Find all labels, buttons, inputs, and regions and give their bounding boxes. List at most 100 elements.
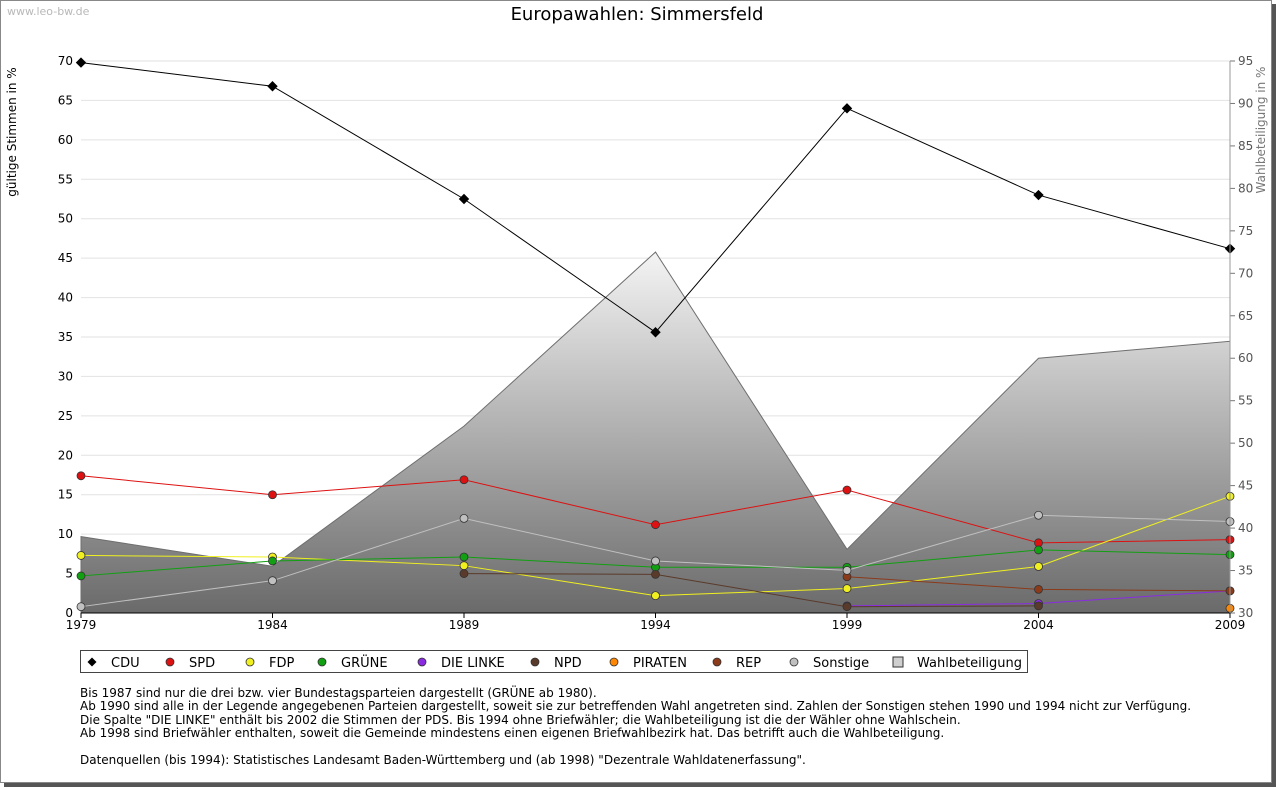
x-tick-label: 1979: [66, 618, 97, 632]
legend-box: [80, 650, 1028, 673]
data-point: [1033, 189, 1044, 201]
data-point: [651, 569, 660, 579]
legend-marker: [609, 657, 619, 667]
data-point: [459, 569, 469, 578]
data-point: [842, 485, 852, 495]
y2-axis-label: Wahlbeteiligung in %: [1254, 67, 1268, 194]
y2-tick-label: 80: [1238, 181, 1253, 195]
x-tick-label: 2004: [1023, 618, 1054, 632]
note-line: Die Spalte "DIE LINKE" enthält bis 2002 …: [80, 712, 961, 727]
y-tick-label: 30: [58, 369, 73, 383]
y2-tick-label: 55: [1238, 394, 1253, 408]
y2-tick-label: 60: [1238, 351, 1253, 365]
data-point: [459, 513, 469, 523]
legend-label: FDP: [269, 656, 294, 671]
y-tick-label: 5: [65, 567, 73, 581]
y-tick-label: 35: [58, 330, 73, 344]
data-point: [651, 520, 660, 530]
legend-label: CDU: [111, 656, 140, 671]
legend-marker: [417, 657, 427, 667]
y-tick-label: 45: [58, 251, 73, 265]
watermark: www.leo-bw.de: [7, 5, 90, 18]
data-point: [458, 193, 470, 205]
data-point: [1034, 584, 1043, 594]
axes: 0 5 10 15 20 25 30 35 40 45 50 55 60 65 70 30 35 40 45 50 55…: [58, 54, 1254, 632]
x-tick-label: 1994: [640, 618, 671, 632]
data-point: [1034, 562, 1043, 571]
data-point: [267, 81, 278, 92]
y2-tick-label: 65: [1238, 309, 1253, 323]
y-tick-label: 0: [65, 606, 73, 620]
data-point: [76, 571, 86, 581]
data-point: [459, 552, 469, 562]
x-tick-label: 1989: [449, 618, 480, 632]
legend-marker: [317, 657, 327, 667]
data-point: [268, 576, 277, 586]
chart-title: Europawahlen: Simmersfeld: [511, 4, 764, 25]
data-point: [842, 602, 852, 612]
data-point: [268, 556, 277, 566]
y2-tick-label: 35: [1238, 564, 1253, 578]
y-tick-label: 10: [58, 527, 73, 541]
y-tick-label: 50: [58, 212, 73, 226]
y-tick-label: 20: [58, 448, 73, 462]
x-tick-label: 2009: [1215, 618, 1246, 632]
data-point: [268, 490, 277, 500]
data-point: [459, 561, 469, 571]
data-point: [842, 566, 852, 575]
note-line: Ab 1998 sind Briefwähler enthalten, sowe…: [80, 726, 945, 741]
data-point: [651, 591, 660, 601]
y2-tick-label: 90: [1238, 96, 1253, 110]
legend-label: NPD: [554, 656, 582, 671]
data-point: [75, 57, 87, 68]
legend-label: PIRATEN: [633, 656, 687, 671]
x-tick-label: 1999: [832, 618, 863, 632]
series-layer: [75, 57, 1236, 613]
y2-tick-label: 75: [1238, 224, 1253, 238]
y2-tick-label: 50: [1238, 436, 1253, 450]
legend-marker: [530, 657, 540, 667]
data-point: [650, 327, 661, 338]
legend-label: GRÜNE: [341, 654, 388, 671]
data-point: [76, 551, 86, 560]
y2-tick-label: 45: [1238, 479, 1253, 493]
y-tick-label: 70: [58, 54, 73, 68]
source-note: Datenquellen (bis 1994): Statistisches L…: [80, 752, 806, 767]
y-tick-label: 65: [58, 93, 73, 107]
data-point: [1034, 510, 1043, 520]
y-tick-label: 25: [58, 409, 73, 423]
data-point: [841, 103, 853, 114]
legend-label: Sonstige: [813, 656, 869, 671]
legend-marker: [87, 657, 97, 667]
legend-marker: [892, 656, 904, 668]
y-axis-label: gültige Stimmen in %: [5, 67, 19, 196]
data-point: [459, 475, 469, 485]
y2-tick-label: 85: [1238, 139, 1253, 153]
data-point: [1034, 545, 1043, 555]
legend-marker: [245, 657, 255, 667]
legend-label: DIE LINKE: [441, 656, 505, 671]
legend: CDU SPD FDP GRÜNE DIE LINKE NPD PIRATEN REP Sons…: [80, 650, 1028, 673]
data-point: [76, 602, 86, 612]
data-point: [76, 471, 86, 481]
legend-marker: [712, 657, 722, 667]
notes-block: Bis 1987 sind nur die drei bzw. vier Bun…: [80, 686, 1192, 767]
y-tick-label: 55: [58, 172, 73, 186]
legend-label: Wahlbeteiligung: [917, 656, 1022, 671]
data-point: [651, 556, 660, 566]
series-line-npd: [463, 573, 1039, 608]
x-tick-label: 1984: [257, 618, 288, 632]
data-point: [1034, 601, 1043, 611]
y-tick-label: 60: [58, 133, 73, 147]
y-tick-label: 40: [58, 291, 73, 305]
y2-tick-label: 30: [1238, 606, 1253, 620]
legend-label: REP: [736, 656, 761, 671]
note-line: Ab 1990 sind alle in der Legende angegeb…: [80, 699, 1192, 714]
legend-marker: [789, 657, 799, 667]
note-line: Bis 1987 sind nur die drei bzw. vier Bun…: [80, 686, 597, 700]
legend-marker: [165, 657, 175, 667]
y2-tick-label: 40: [1238, 521, 1253, 535]
y-tick-label: 15: [58, 488, 73, 502]
y2-tick-label: 95: [1238, 54, 1253, 68]
